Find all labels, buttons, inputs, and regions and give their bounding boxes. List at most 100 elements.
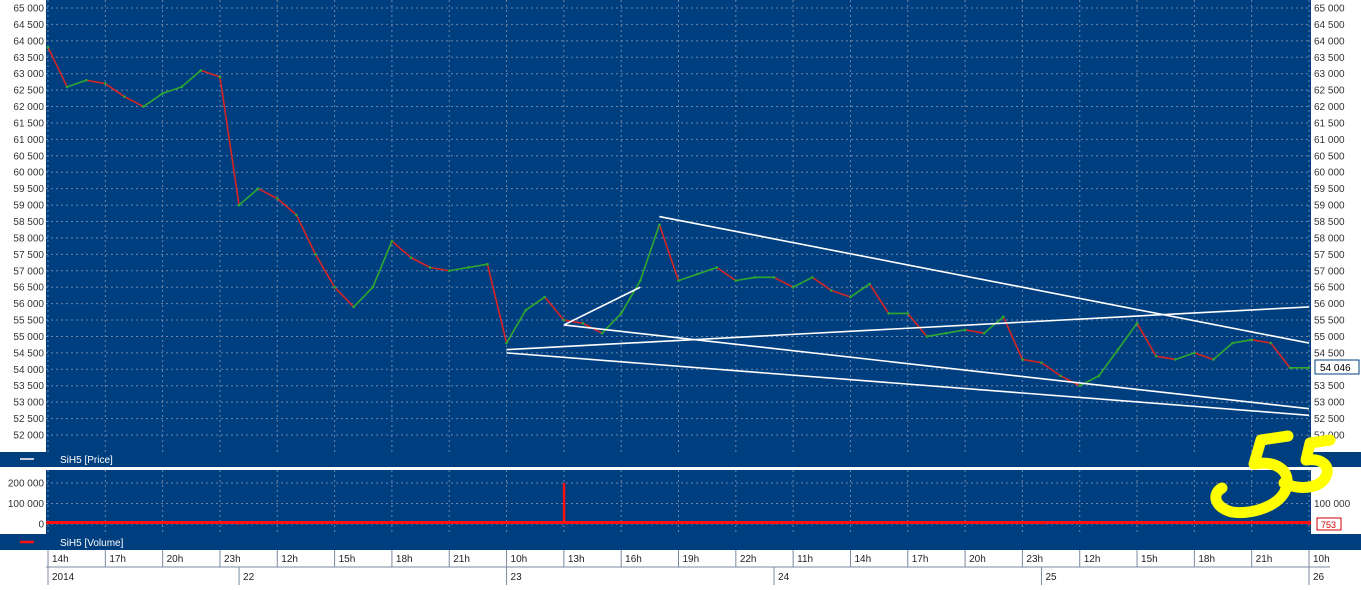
trendline[interactable] [563, 286, 641, 326]
price-tick-label-right: 64 000 [1314, 36, 1345, 47]
price-tick-label-right: 59 000 [1314, 201, 1345, 212]
price-point [218, 75, 222, 79]
price-segment [1270, 342, 1291, 369]
price-point [447, 269, 451, 273]
price-point [390, 239, 394, 243]
date-tick-label: 24 [778, 572, 790, 583]
price-point [562, 318, 566, 322]
volume-axis-right-ticks: 100 000 [1314, 499, 1351, 510]
price-point [1040, 361, 1043, 365]
price-segment [811, 276, 832, 292]
price-point [810, 276, 814, 279]
time-tick-label: 15h [339, 554, 356, 565]
price-segment [66, 79, 87, 88]
price-point [371, 285, 375, 289]
price-point [505, 341, 508, 345]
price-segment [257, 187, 278, 200]
trendline[interactable] [506, 352, 1310, 417]
price-segment [353, 286, 374, 308]
price-segment [1156, 355, 1176, 361]
price-segment [926, 332, 947, 338]
price-tick-label: 59 000 [13, 201, 44, 212]
time-tick-label: 17h [109, 554, 126, 565]
volume-bar [1136, 523, 1139, 525]
price-segment [1212, 342, 1234, 361]
price-point [1193, 351, 1196, 355]
price-segment [429, 266, 450, 272]
volume-bar [773, 523, 776, 525]
volume-axis-left [0, 470, 46, 534]
price-point [581, 322, 585, 325]
price-point [314, 253, 317, 256]
date-tick-label: 26 [1313, 572, 1325, 583]
trendline[interactable] [659, 215, 1310, 344]
price-point [677, 279, 680, 282]
price-segment [697, 266, 717, 275]
volume-legend-bar [0, 534, 1361, 550]
price-axis-left [0, 0, 46, 452]
price-tick-label: 60 000 [13, 168, 44, 179]
price-tick-label: 62 500 [13, 86, 44, 97]
volume-bar [1308, 523, 1311, 525]
price-tick-label-right: 58 500 [1314, 217, 1345, 228]
price-point [982, 331, 986, 335]
price-point [275, 197, 279, 200]
price-point [1116, 348, 1120, 351]
price-point [925, 335, 929, 338]
time-tick-label: 23h [224, 554, 241, 565]
price-segment [162, 86, 183, 95]
price-point [46, 46, 50, 49]
price-segment [124, 95, 144, 108]
price-tick-label: 59 500 [13, 184, 44, 195]
last-volume-badge-box [1316, 517, 1342, 531]
price-point [1173, 358, 1177, 361]
price-tick-label: 58 500 [13, 217, 44, 228]
price-tick-label: 64 000 [13, 36, 44, 47]
price-tick-label-right: 55 000 [1314, 332, 1345, 343]
price-segment [678, 273, 698, 282]
trendline[interactable] [506, 306, 1310, 351]
price-point [963, 328, 967, 332]
price-segment [868, 283, 890, 314]
price-point [256, 187, 260, 190]
time-tick-label: 15h [1141, 554, 1158, 565]
price-tick-label: 56 000 [13, 299, 44, 310]
price-point [123, 95, 126, 98]
price-tick-label: 65 000 [13, 4, 44, 15]
trendline[interactable] [563, 324, 1310, 410]
price-segment [964, 329, 985, 334]
price-tick-label-right: 56 000 [1314, 299, 1345, 310]
price-tick-label-right: 61 500 [1314, 118, 1345, 129]
price-segment [468, 263, 488, 269]
price-tick-label: 56 500 [13, 283, 44, 294]
panel-separator[interactable] [0, 467, 1361, 470]
time-tick-label: 21h [1256, 554, 1273, 565]
price-tick-label-right: 57 000 [1314, 266, 1345, 277]
price-point [1154, 354, 1158, 358]
price-point [944, 331, 948, 335]
price-segment [372, 240, 393, 288]
price-tick-label: 57 500 [13, 250, 44, 261]
price-point [1002, 315, 1005, 319]
price-tick-label: 55 500 [13, 316, 44, 327]
price-tick-label-right: 56 500 [1314, 283, 1345, 294]
time-tick-label: 10h [1313, 554, 1330, 565]
trendlines[interactable] [506, 215, 1310, 417]
price-segment [295, 214, 317, 255]
price-tick-label: 64 500 [13, 20, 44, 31]
price-segment [104, 82, 125, 98]
price-point [428, 266, 432, 269]
price-tick-label-right: 53 000 [1314, 398, 1345, 409]
price-segment [391, 240, 412, 259]
price-point [1212, 358, 1215, 361]
price-point [696, 272, 699, 276]
price-point [849, 295, 852, 299]
price-point [84, 78, 88, 82]
price-legend-bar [0, 452, 1361, 467]
price-segment [486, 264, 508, 344]
price-tick-label: 53 000 [13, 398, 44, 409]
price-tick-label-right: 54 500 [1314, 348, 1345, 359]
time-tick-label: 17h [912, 554, 929, 565]
price-segment [314, 253, 336, 288]
